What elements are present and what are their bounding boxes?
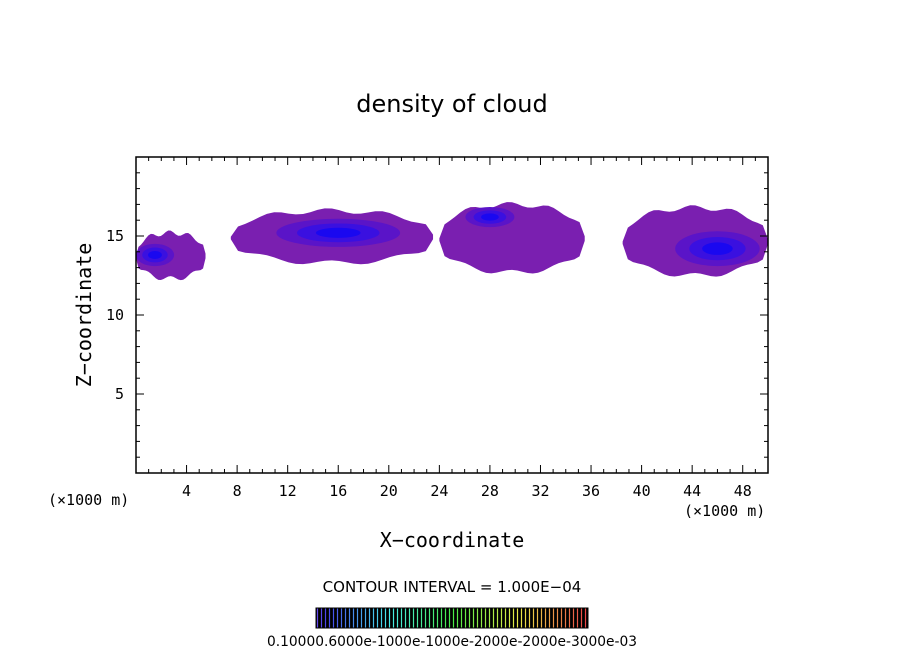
x-tick-label: 40 (633, 482, 651, 500)
y-tick-label: 10 (106, 306, 124, 324)
y-axis: 5 10 15 (106, 227, 768, 403)
cloud-contour-band (481, 213, 499, 221)
colorbar-labels: 0.10000.6000e-1000e-1000e-2000e-2000e-30… (267, 634, 637, 650)
x-tick-label: 28 (481, 482, 499, 500)
cloud-right (622, 205, 768, 277)
cloud-contour-band (315, 227, 361, 238)
plot-frame (135, 156, 769, 474)
x-tick-label: 12 (279, 482, 297, 500)
y-axis-label: Z−coordinate (72, 243, 96, 388)
cloud-left-edge (135, 230, 206, 281)
x-unit-left: (×1000 m) (48, 491, 129, 509)
x-unit-right: (×1000 m) (684, 502, 765, 520)
x-axis-label: X−coordinate (380, 528, 525, 552)
x-tick-label: 24 (430, 482, 448, 500)
cloud-mid-right (439, 202, 585, 274)
minor-ticks (136, 157, 768, 473)
colorbar (316, 608, 588, 628)
x-tick-label: 20 (380, 482, 398, 500)
y-tick-label: 15 (106, 227, 124, 245)
y-tick-label: 5 (115, 385, 124, 403)
x-tick-label: 32 (531, 482, 549, 500)
cloud-center (230, 208, 434, 265)
contour-interval-label: CONTOUR INTERVAL = 1.000E−04 (323, 578, 582, 596)
x-tick-label: 16 (329, 482, 347, 500)
cloud-contour-band (702, 242, 733, 255)
colorbar-frame (315, 607, 589, 629)
x-tick-label: 48 (734, 482, 752, 500)
x-tick-label: 4 (182, 482, 191, 500)
x-tick-label: 44 (683, 482, 701, 500)
cloud-contour-band (148, 250, 162, 259)
x-tick-label: 36 (582, 482, 600, 500)
x-tick-label: 8 (233, 482, 242, 500)
cloud-field (135, 202, 768, 281)
chart-title: density of cloud (356, 90, 547, 118)
x-axis: 4 8 12 16 20 24 28 32 36 40 44 48 (182, 157, 752, 500)
